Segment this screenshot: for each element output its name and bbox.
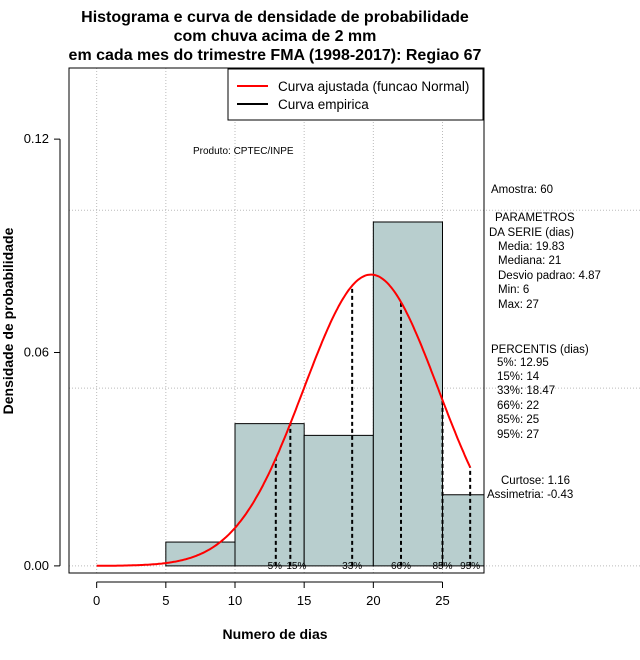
param-media: Media: 19.83 (498, 241, 565, 253)
percentil-85: 85%: 25 (497, 414, 539, 426)
plot-frame (68, 67, 485, 574)
percentile-label-2: 33% (342, 561, 362, 572)
sample-size: Amostra: 60 (491, 184, 553, 196)
x-tick-label-0: 0 (93, 593, 100, 608)
param-max: Max: 27 (498, 299, 539, 311)
histogram-bar-2 (303, 434, 374, 567)
x-tick-label-1: 5 (162, 593, 169, 608)
bars-layer (165, 221, 485, 567)
legend-box (227, 68, 484, 121)
param-desvio: Desvio padrao: 4.87 (498, 270, 601, 282)
chart-title-line-3: em cada mes do trimestre FMA (1998-2017)… (69, 47, 482, 64)
param-min: Min: 6 (498, 284, 529, 296)
histogram-bar-4 (442, 494, 485, 567)
x-tick-label-3: 15 (297, 593, 311, 608)
percentil-33: 33%: 18.47 (497, 385, 555, 397)
percentile-label-1: 15% (286, 561, 306, 572)
chart-title-line-2: com chuva acima de 2 mm (174, 28, 377, 45)
histogram-bar-3 (372, 221, 444, 567)
y-axis-label: Densidade de probabilidade (0, 227, 16, 414)
histogram-bar-1 (234, 423, 305, 567)
x-tick-label-2: 10 (228, 593, 242, 608)
y-tick-label-2: 0.12 (24, 131, 49, 146)
percentil-5: 5%: 12.95 (497, 357, 549, 369)
chart-title-line-1: Histograma e curva de densidade de proba… (81, 9, 469, 26)
x-tick-label-5: 25 (435, 593, 449, 608)
axes-layer: 0 5 10 15 20 25 0.00 0.06 0.12 (24, 131, 450, 608)
percentile-label-3: 66% (391, 561, 411, 572)
percentile-lines-layer: 5% 15% 33% 66% 85% 95% (268, 285, 480, 572)
params-title-2: DA SERIE (dias) (489, 227, 574, 239)
param-mediana: Mediana: 21 (498, 255, 561, 267)
x-tick-label-4: 20 (366, 593, 380, 608)
curtose: Curtose: 1.16 (501, 475, 570, 487)
legend-label-empirical: Curva empirica (278, 97, 369, 112)
x-axis-label: Numero de dias (222, 626, 327, 642)
assimetria: Assimetria: -0.43 (487, 489, 573, 501)
percentil-95: 95%: 27 (497, 429, 539, 441)
y-tick-label-1: 0.06 (24, 345, 49, 360)
percentile-label-0: 5% (268, 561, 283, 572)
normal-fit-curve (96, 273, 472, 567)
percentile-label-5: 95% (460, 561, 480, 572)
legend-label-fit: Curva ajustada (funcao Normal) (278, 79, 469, 94)
percentil-15: 15%: 14 (497, 371, 540, 383)
product-label: Produto: CPTEC/INPE (193, 146, 294, 157)
percentis-title: PERCENTIS (dias) (491, 344, 589, 356)
side-panel: Amostra: 60 PARAMETROS DA SERIE (dias) M… (487, 184, 601, 501)
params-title-1: PARAMETROS (495, 212, 575, 224)
legend: Curva ajustada (funcao Normal) Curva emp… (227, 68, 484, 121)
percentile-label-4: 85% (432, 561, 452, 572)
y-tick-label-0: 0.00 (24, 558, 49, 573)
percentil-66: 66%: 22 (497, 400, 539, 412)
